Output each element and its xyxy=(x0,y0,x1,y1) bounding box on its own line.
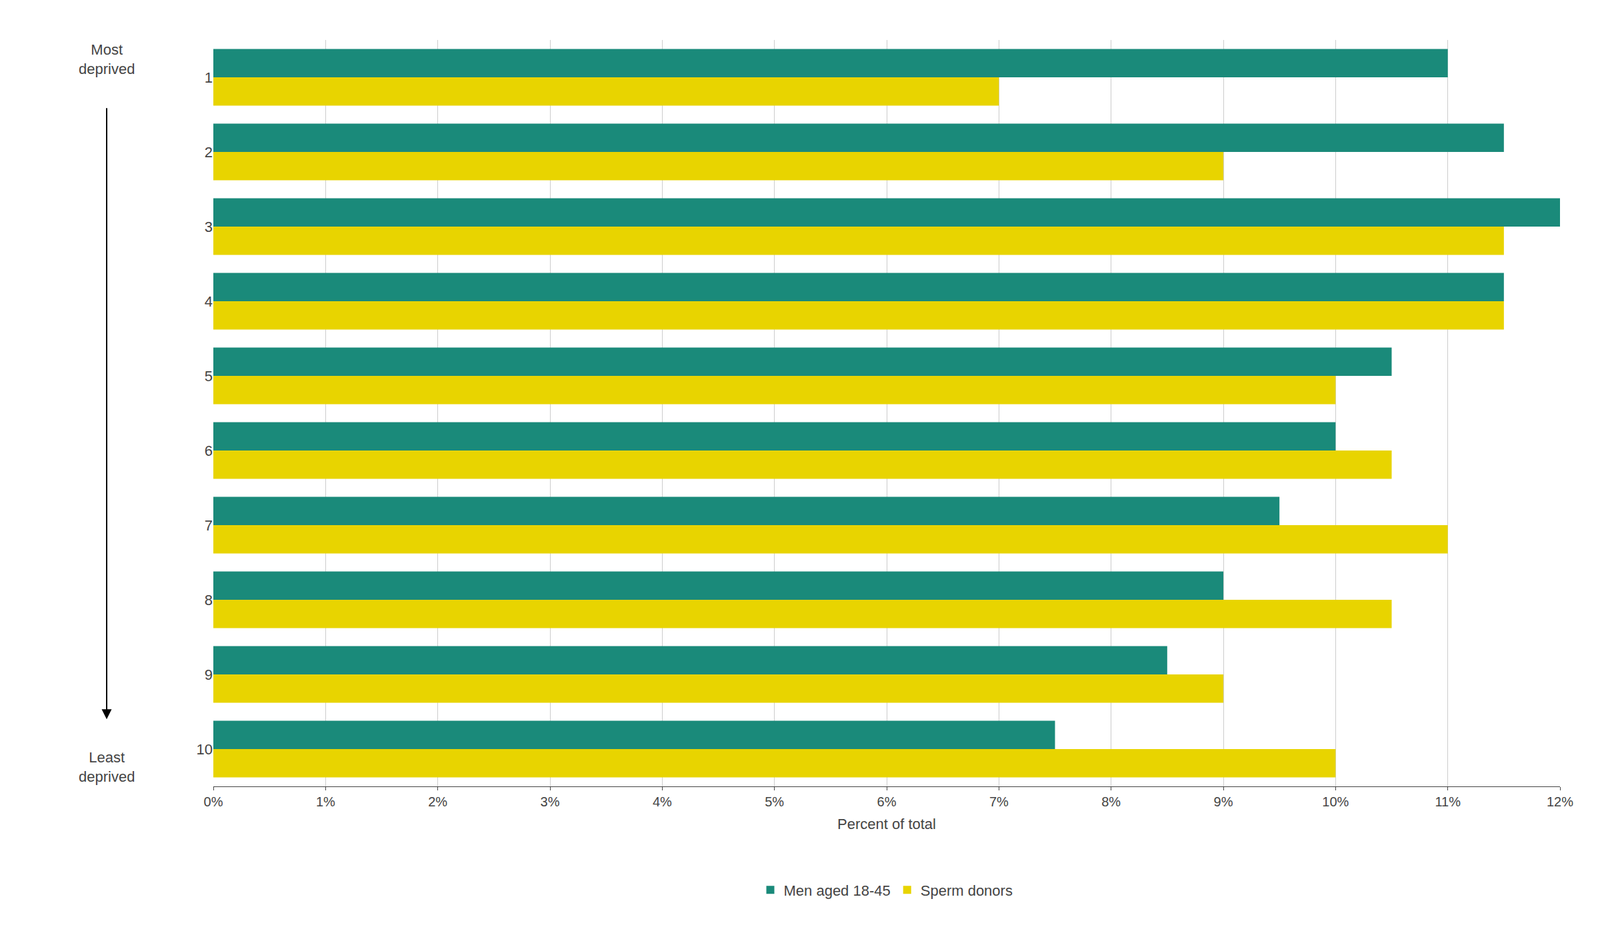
svg-text:9: 9 xyxy=(204,666,213,684)
svg-text:6: 6 xyxy=(204,442,213,460)
svg-text:11%: 11% xyxy=(1434,794,1461,810)
svg-text:10: 10 xyxy=(196,741,213,758)
svg-text:0%: 0% xyxy=(204,794,224,810)
svg-text:3: 3 xyxy=(204,218,213,236)
svg-text:9%: 9% xyxy=(1214,794,1234,810)
svg-text:8: 8 xyxy=(204,592,213,609)
svg-text:5: 5 xyxy=(204,368,213,385)
svg-text:Men aged 18-45: Men aged 18-45 xyxy=(784,882,891,900)
svg-text:6%: 6% xyxy=(877,794,897,810)
svg-text:8%: 8% xyxy=(1101,794,1121,810)
svg-text:Percent of total: Percent of total xyxy=(837,816,936,833)
svg-text:2: 2 xyxy=(204,144,213,161)
svg-text:1: 1 xyxy=(204,69,213,86)
svg-text:1%: 1% xyxy=(316,794,336,810)
svg-text:2%: 2% xyxy=(428,794,448,810)
svg-text:7: 7 xyxy=(204,517,213,534)
svg-text:3%: 3% xyxy=(540,794,560,810)
svg-text:4%: 4% xyxy=(652,794,672,810)
svg-text:Sperm donors: Sperm donors xyxy=(920,882,1013,900)
svg-text:10%: 10% xyxy=(1322,794,1349,810)
svg-text:7%: 7% xyxy=(989,794,1009,810)
svg-text:5%: 5% xyxy=(764,794,784,810)
svg-text:12%: 12% xyxy=(1546,794,1574,810)
svg-text:Leastdeprived: Leastdeprived xyxy=(78,749,135,786)
svg-text:Mostdeprived: Mostdeprived xyxy=(78,41,135,78)
svg-text:4: 4 xyxy=(204,293,213,310)
